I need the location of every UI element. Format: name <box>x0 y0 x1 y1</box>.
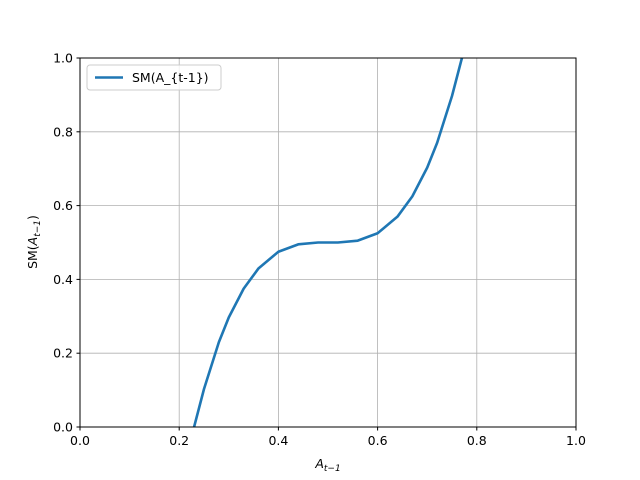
x-label-sub: t−1 <box>324 464 341 474</box>
y-tick-label: 1.0 <box>53 51 73 66</box>
x-tick-label: 0.0 <box>70 433 90 448</box>
y-label-base: A <box>25 237 40 247</box>
y-label-suffix: ) <box>25 215 40 220</box>
x-tick-label: 0.2 <box>169 433 189 448</box>
x-axis-label: At−1 <box>314 456 340 474</box>
y-tick-label: 0.6 <box>53 198 73 213</box>
data-line <box>192 58 464 427</box>
y-tick-label: 0.4 <box>53 272 73 287</box>
legend-label: SM(A_{t-1}) <box>132 70 209 85</box>
x-label-base: A <box>314 456 324 471</box>
y-tick-label: 0.0 <box>53 420 73 435</box>
plot-frame <box>79 57 577 428</box>
x-tick-label: 0.8 <box>467 433 487 448</box>
legend-box <box>86 64 222 91</box>
x-tick-label: 1.0 <box>566 433 586 448</box>
x-tick-label: 0.4 <box>268 433 288 448</box>
y-label-prefix: SM( <box>25 245 40 269</box>
y-label-sub: t−1 <box>33 220 43 237</box>
y-tick-label: 0.2 <box>53 346 73 361</box>
x-tick-label: 0.6 <box>368 433 388 448</box>
y-axis-label: SM(At−1) <box>25 215 43 269</box>
y-tick-label: 0.8 <box>53 124 73 139</box>
